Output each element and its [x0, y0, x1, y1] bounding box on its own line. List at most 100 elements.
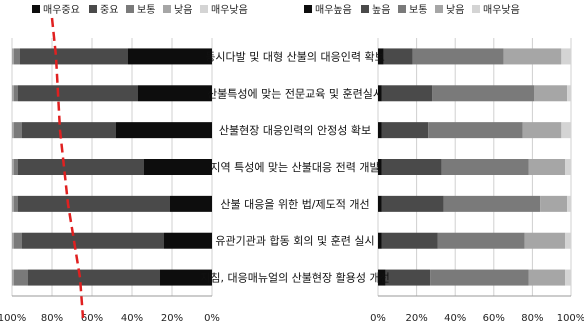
feasibility-bar-segment-2: [381, 159, 442, 175]
feasibility-bar-segment-4: [528, 269, 566, 286]
feasibility-legend-label-3: 보통: [409, 4, 427, 16]
feasibility-bar-segment-2: [385, 269, 431, 286]
feasibility-bar-segment-2: [381, 232, 438, 249]
importance-legend-label-3: 보통: [137, 4, 155, 16]
feasibility-legend-swatch-4: [435, 5, 443, 13]
importance-bar-segment-2: [18, 159, 144, 175]
feasibility-bar-segment-4: [540, 195, 568, 212]
importance-bar-segment-3: [14, 85, 18, 102]
feasibility-legend-label-5: 매우낮음: [483, 4, 520, 16]
importance-x-tick-label: 40%: [121, 313, 143, 324]
feasibility-bar-segment-1: [378, 159, 382, 175]
importance-bar-segment-3: [14, 232, 22, 249]
importance-x-tick-label: 60%: [81, 313, 103, 324]
category-label: 유관기관과 합동 회의 및 훈련 실시: [215, 235, 374, 248]
category-label: 지침, 대응매뉴얼의 산불현장 활용성 개선: [200, 271, 390, 285]
feasibility-legend-label-1: 매우높음: [315, 4, 352, 16]
trend-line: [50, 17, 85, 319]
feasibility-x-tick-label: 40%: [444, 313, 466, 324]
feasibility-bar-segment-3: [430, 269, 529, 286]
feasibility-bar-segment-5: [565, 232, 571, 249]
importance-bar-chart: 0% 20% 40% 60% 80% 100%: [0, 38, 220, 324]
feasibility-legend-swatch-3: [398, 5, 406, 13]
feasibility-bar-segment-1: [378, 232, 382, 249]
importance-bar-segment-2: [20, 48, 128, 65]
feasibility-legend-swatch-5: [472, 5, 480, 13]
importance-x-tick-label: 0%: [204, 313, 220, 324]
feasibility-bar-segment-5: [567, 85, 571, 102]
feasibility-bar-segment-2: [381, 122, 429, 139]
feasibility-bar-chart: 0% 20% 40% 60% 80% 100%: [370, 38, 584, 324]
importance-legend-swatch-1: [32, 5, 40, 13]
importance-legend-label-4: 낮음: [174, 4, 192, 16]
feasibility-bar-segment-3: [441, 159, 529, 175]
importance-bar-segment-1: [138, 85, 212, 102]
feasibility-x-tick-label: 0%: [370, 313, 386, 324]
importance-bar-segment-4: [12, 122, 14, 139]
importance-bar-segment-2: [28, 269, 160, 286]
importance-x-tick-label: 80%: [41, 313, 63, 324]
feasibility-bar-segment-4: [524, 232, 566, 249]
importance-bar-segment-2: [22, 232, 164, 249]
feasibility-bar-segment-5: [565, 269, 571, 286]
feasibility-legend-label-4: 낮음: [446, 4, 464, 16]
feasibility-bar-segment-3: [443, 195, 541, 212]
importance-x-tick-label: 20%: [161, 313, 183, 324]
feasibility-bar-segment-4: [528, 159, 566, 175]
feasibility-x-tick-label: 20%: [405, 313, 427, 324]
importance-bar-segment-4: [12, 48, 14, 65]
importance-bar-segment-4: [12, 159, 14, 175]
feasibility-bar-segment-1: [378, 48, 384, 65]
feasibility-x-tick-label: 60%: [483, 313, 505, 324]
importance-bar-segment-3: [14, 122, 22, 139]
importance-x-tick-label: 100%: [0, 313, 26, 324]
importance-legend-swatch-3: [126, 5, 134, 13]
feasibility-bar-segment-2: [383, 48, 413, 65]
importance-bar-segment-1: [160, 269, 212, 286]
importance-legend-swatch-5: [200, 5, 208, 13]
legend-importance: 매우중요 중요 보통 낮음 매우낮음: [32, 4, 248, 16]
feasibility-bar-segment-4: [503, 48, 562, 65]
importance-bar-segment-3: [14, 195, 18, 212]
importance-bar-segment-2: [18, 195, 170, 212]
importance-legend-swatch-2: [89, 5, 97, 13]
feasibility-bar-segment-2: [381, 85, 433, 102]
importance-bar-segment-4: [12, 85, 14, 102]
feasibility-legend-swatch-2: [361, 5, 369, 13]
feasibility-legend-swatch-1: [304, 5, 312, 13]
importance-legend-label-2: 중요: [100, 4, 118, 16]
feasibility-bar-segment-4: [522, 122, 562, 139]
feasibility-bar-segment-5: [565, 159, 571, 175]
feasibility-bar-segment-1: [378, 269, 386, 286]
importance-bar-segment-3: [14, 48, 20, 65]
category-label: 지역 특성에 맞는 산불대응 전력 개발: [210, 161, 379, 174]
importance-legend-swatch-4: [163, 5, 171, 13]
importance-bar-segment-1: [144, 159, 212, 175]
feasibility-bar-segment-1: [378, 195, 382, 212]
feasibility-bar-segment-1: [378, 122, 382, 139]
importance-bar-segment-4: [12, 269, 14, 286]
feasibility-bar-segment-1: [378, 85, 382, 102]
feasibility-x-tick-label: 80%: [521, 313, 543, 324]
trend-line-layer: [50, 17, 85, 319]
feasibility-bar-segment-2: [381, 195, 444, 212]
importance-bar-segment-3: [14, 269, 28, 286]
category-label: 산불특성에 맞는 전문교육 및 훈련실시: [207, 87, 383, 100]
importance-legend-label-1: 매우중요: [43, 4, 80, 16]
feasibility-bar-segment-5: [567, 195, 571, 212]
feasibility-bar-segment-5: [561, 48, 571, 65]
category-label: 산불현장 대응인력의 안정성 확보: [219, 124, 371, 137]
importance-legend-label-5: 매우낮음: [211, 4, 248, 16]
importance-bar-segment-2: [18, 85, 138, 102]
importance-bar-segment-4: [12, 232, 14, 249]
feasibility-legend-label-2: 높음: [372, 4, 390, 16]
feasibility-bar-segment-3: [412, 48, 504, 65]
importance-bar-segment-3: [14, 159, 18, 175]
feasibility-bar-segment-4: [534, 85, 568, 102]
importance-bar-segment-4: [12, 195, 14, 212]
feasibility-bar-segment-5: [561, 122, 571, 139]
importance-bar-segment-1: [116, 122, 212, 139]
category-label: 산불 대응을 위한 법/제도적 개선: [220, 198, 369, 211]
